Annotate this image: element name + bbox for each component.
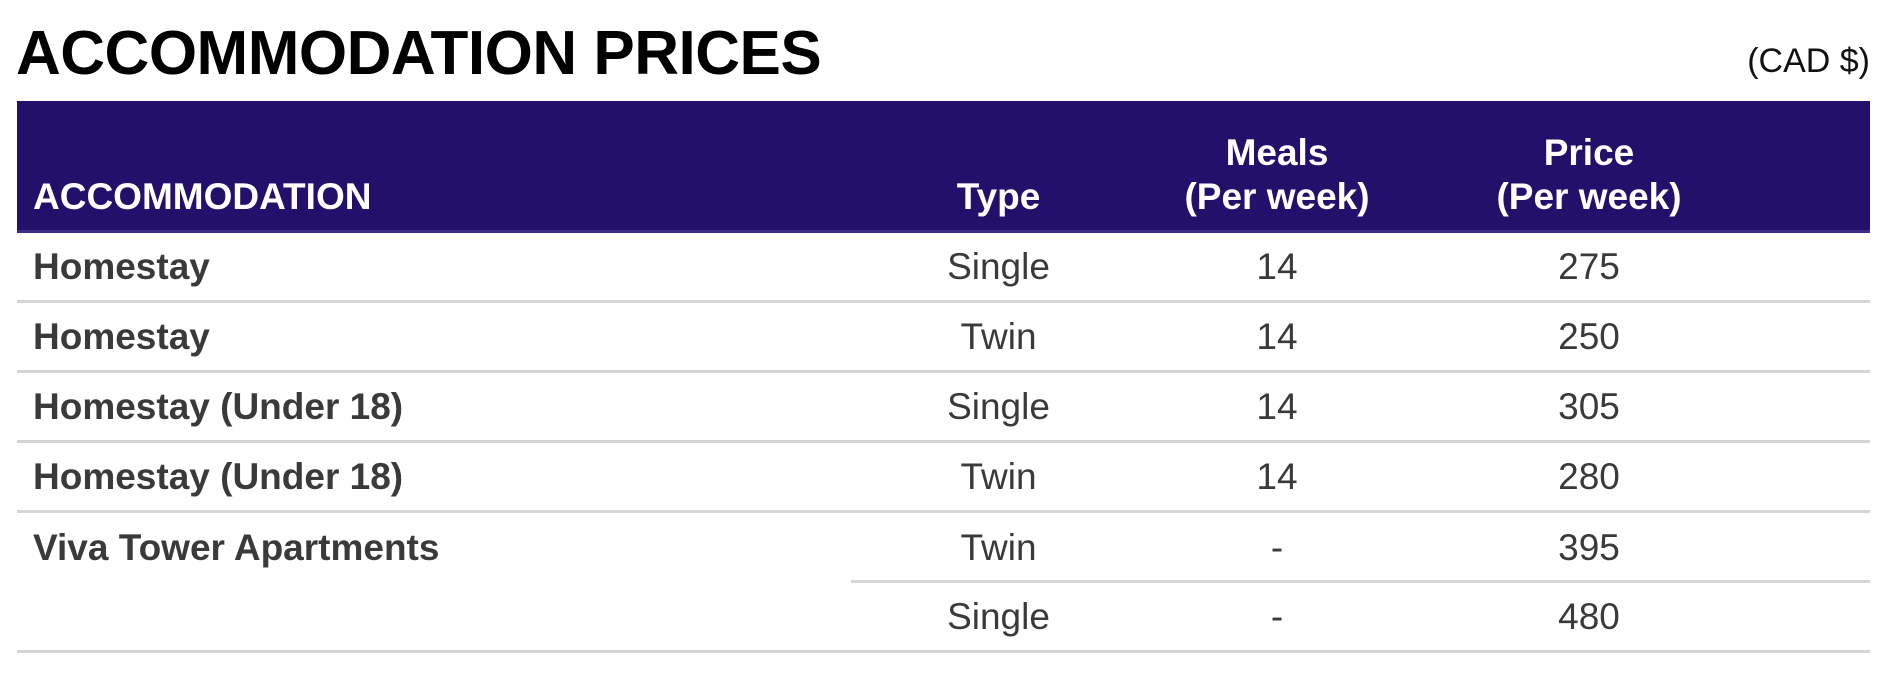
header-meals: Meals (Per week) — [1146, 101, 1408, 233]
cell-price: 280 — [1558, 455, 1620, 497]
cell-type: Twin — [960, 527, 1037, 568]
header-price: Price (Per week) — [1408, 101, 1770, 233]
header-type-label: Type — [956, 176, 1041, 217]
cell-type: Single — [947, 385, 1050, 427]
cell-price: 395 — [1558, 527, 1620, 568]
cell-accommodation — [17, 583, 851, 650]
cell-meals: - — [1270, 595, 1284, 637]
header-meals-sublabel: (Per week) — [1184, 176, 1370, 217]
cell-accommodation: Viva Tower Apartments — [33, 527, 440, 568]
page-title: ACCOMMODATION PRICES — [16, 19, 822, 88]
table-body: Homestay Single 14 275 Homestay Twin 14 … — [17, 233, 1870, 653]
cell-price: 480 — [1558, 595, 1620, 637]
table-row: Homestay Single 14 275 — [17, 233, 1870, 303]
currency-note: (CAD $) — [1747, 42, 1870, 80]
cell-meals: - — [1270, 527, 1284, 568]
table-row: Homestay (Under 18) Twin 14 280 — [17, 443, 1870, 513]
cell-price: 305 — [1558, 385, 1620, 427]
table-header: ACCOMMODATION Type Meals (Per week) Pric… — [17, 101, 1870, 233]
accommodation-price-table: ACCOMMODATION Type Meals (Per week) Pric… — [17, 101, 1870, 653]
table-row: Homestay Twin 14 250 — [17, 303, 1870, 373]
header-price-label: Price — [1543, 132, 1635, 173]
cell-meals: 14 — [1256, 385, 1298, 427]
header-price-sublabel: (Per week) — [1496, 176, 1682, 217]
cell-accommodation: Homestay (Under 18) — [33, 385, 404, 427]
header-accommodation: ACCOMMODATION — [17, 101, 851, 233]
header-type: Type — [851, 101, 1146, 233]
cell-type: Twin — [960, 455, 1037, 497]
cell-price: 250 — [1558, 315, 1620, 357]
table-row: Single - 480 — [17, 583, 1870, 653]
table-row: Viva Tower Apartments Twin - 395 — [17, 513, 1870, 583]
cell-price: 275 — [1558, 245, 1620, 287]
cell-meals: 14 — [1256, 455, 1298, 497]
header-meals-label: Meals — [1225, 132, 1329, 173]
cell-meals: 14 — [1256, 245, 1298, 287]
cell-meals: 14 — [1256, 315, 1298, 357]
cell-accommodation: Homestay (Under 18) — [33, 455, 404, 497]
cell-type: Single — [947, 245, 1050, 287]
table-row: Homestay (Under 18) Single 14 305 — [17, 373, 1870, 443]
cell-type: Single — [947, 595, 1050, 637]
header-accommodation-label: ACCOMMODATION — [33, 176, 372, 217]
cell-accommodation: Homestay — [33, 315, 210, 357]
cell-type: Twin — [960, 315, 1037, 357]
cell-accommodation: Homestay — [33, 245, 210, 287]
